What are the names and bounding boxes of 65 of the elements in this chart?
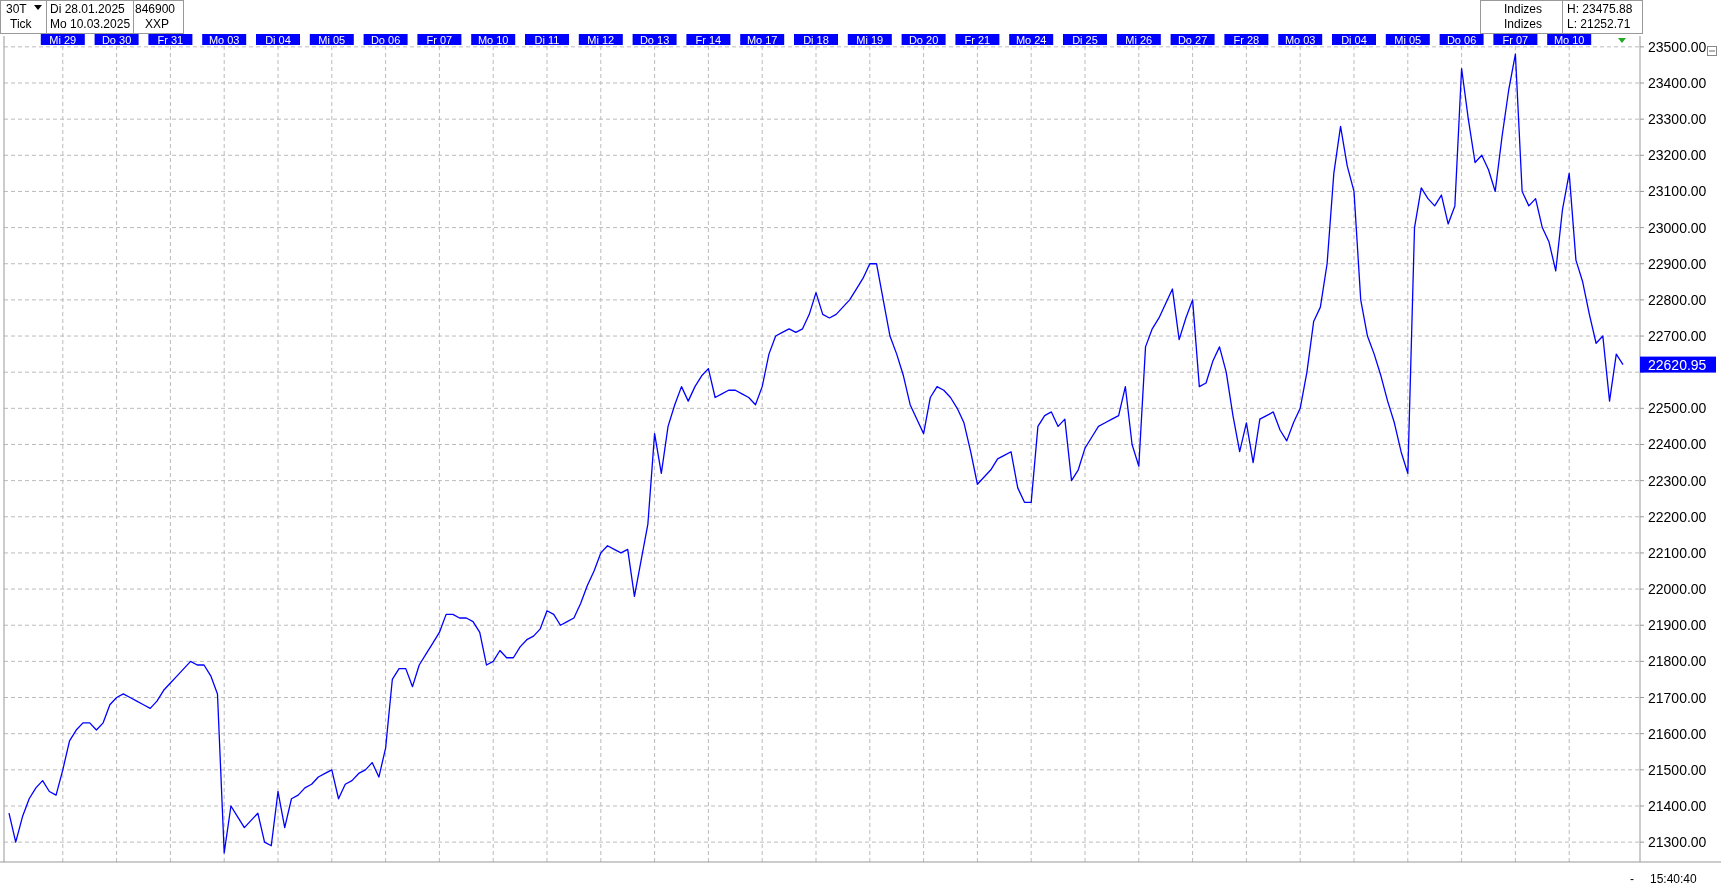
x-tick-label: Do 27 xyxy=(1177,33,1208,46)
y-tick-label: 21700.00 xyxy=(1648,689,1707,706)
x-tick-label: Mo 03 xyxy=(208,33,240,46)
y-tick-label: 23200.00 xyxy=(1648,147,1707,164)
y-tick-label: 23500.00 xyxy=(1648,38,1707,55)
x-tick-label: Do 30 xyxy=(101,33,132,46)
y-tick-label: 22000.00 xyxy=(1648,581,1707,598)
x-tick-label: Fr 14 xyxy=(695,33,722,46)
x-tick-label: Do 06 xyxy=(370,33,401,46)
y-tick-label: 21800.00 xyxy=(1648,653,1707,670)
y-tick-label: 23300.00 xyxy=(1648,111,1707,128)
x-tick-label: Di 25 xyxy=(1072,33,1098,46)
x-tick-label: Mo 24 xyxy=(1015,33,1047,46)
text: 22620.95 xyxy=(1648,356,1707,373)
text: Indizes xyxy=(1503,2,1542,16)
y-tick-label: 22400.00 xyxy=(1648,436,1707,453)
y-tick-label: 21900.00 xyxy=(1648,617,1707,634)
x-tick-label: Di 11 xyxy=(534,33,560,46)
x-tick-label: Do 20 xyxy=(908,33,939,46)
text: 846900 xyxy=(135,2,176,16)
x-tick-label: Mo 10 xyxy=(1553,33,1585,46)
x-tick-label: Fr 07 xyxy=(426,33,453,46)
text: Di 28.01.2025 xyxy=(50,2,126,16)
text: Mo 10.03.2025 xyxy=(50,17,131,31)
y-tick-label: 22100.00 xyxy=(1648,544,1707,561)
x-tick-label: Di 04 xyxy=(265,33,291,46)
x-tick-label: Mi 05 xyxy=(1394,33,1422,46)
x-tick-label: Mi 26 xyxy=(1125,33,1153,46)
text: H: 23475.88 xyxy=(1567,2,1633,16)
line-series xyxy=(8,53,1624,854)
x-tick-label: Mi 05 xyxy=(318,33,346,46)
y-tick-label: 21400.00 xyxy=(1648,797,1707,814)
text: Indizes xyxy=(1503,17,1542,31)
text: - xyxy=(1630,872,1634,886)
x-tick-label: Fr 28 xyxy=(1233,33,1260,46)
y-tick-label: 22500.00 xyxy=(1648,400,1707,417)
x-tick-label: Fr 21 xyxy=(964,33,991,46)
y-tick-label: 22300.00 xyxy=(1648,472,1707,489)
x-tick-label: Mo 03 xyxy=(1284,33,1316,46)
y-tick-label: 23000.00 xyxy=(1648,219,1707,236)
y-tick-label: 21600.00 xyxy=(1648,725,1707,742)
x-tick-label: Fr 31 xyxy=(157,33,184,46)
x-tick-label: Do 06 xyxy=(1446,33,1477,46)
text: 15:40:40 xyxy=(1650,872,1698,886)
x-tick-label: Mi 19 xyxy=(856,33,884,46)
x-tick-label: Mi 12 xyxy=(587,33,615,46)
x-tick-label: Do 13 xyxy=(639,33,670,46)
x-tick-label: Mi 29 xyxy=(49,33,77,46)
x-tick-label: Fr 07 xyxy=(1502,33,1529,46)
x-tick-label: Di 18 xyxy=(803,33,829,46)
text: XXP xyxy=(145,17,170,31)
x-tick-label: Mo 10 xyxy=(477,33,509,46)
text: L: 21252.71 xyxy=(1567,17,1631,31)
y-tick-label: 23100.00 xyxy=(1648,183,1707,200)
y-tick-label: 21300.00 xyxy=(1648,834,1707,851)
x-tick-label: Di 04 xyxy=(1341,33,1367,46)
y-tick-label: 22200.00 xyxy=(1648,508,1707,525)
y-tick-label: 22900.00 xyxy=(1648,255,1707,272)
y-tick-label: 22700.00 xyxy=(1648,328,1707,345)
y-tick-label: 23400.00 xyxy=(1648,74,1707,91)
text: 30T xyxy=(6,2,28,16)
x-tick-label: Mo 17 xyxy=(746,33,778,46)
y-tick-label: 22800.00 xyxy=(1648,291,1707,308)
text: Tick xyxy=(10,17,33,31)
y-tick-label: 21500.00 xyxy=(1648,761,1707,778)
